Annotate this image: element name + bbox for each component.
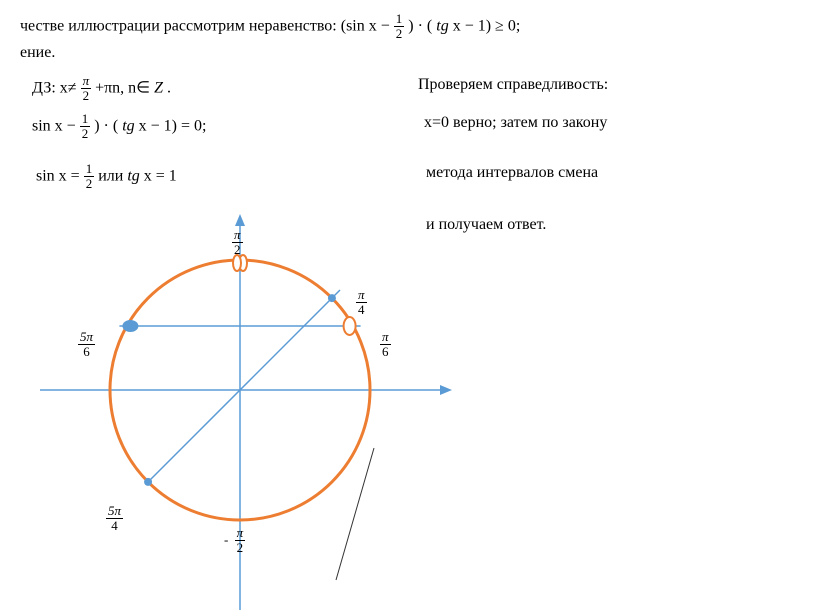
diagram-svg — [40, 210, 460, 610]
l5-tg: tg — [127, 167, 139, 184]
l4-tg: tg — [122, 117, 134, 134]
l3-mid: +πn, n∈ — [95, 79, 154, 96]
frac-half-2: 1 2 — [80, 112, 91, 142]
l3-prefix: ДЗ: x≠ — [32, 79, 81, 96]
frac-half-1: 1 2 — [394, 12, 405, 42]
label-pi4: π 4 — [356, 288, 367, 318]
text-line-5: sin x = 1 2 или tg x = 1 — [36, 162, 177, 192]
l3-z: Z — [154, 79, 163, 96]
l4-x: x − 1) = 0; — [139, 117, 207, 134]
unit-circle-diagram: π 2 π 4 π 6 5π 6 5π 4 - π 2 — [40, 210, 460, 615]
l3-dot: . — [167, 79, 171, 96]
text-line-3: ДЗ: x≠ π 2 +πn, n∈ Z . — [32, 74, 171, 104]
text-line-1: честве иллюстрации рассмотрим неравенств… — [20, 12, 520, 42]
l4-mid: ) · ( — [94, 117, 118, 134]
l1-prefix: честве иллюстрации рассмотрим неравенств… — [20, 17, 394, 34]
text-line-3-right: Проверяем справедливость: — [418, 76, 608, 94]
text-line-2: ение. — [20, 44, 55, 62]
text-line-4: sin x − 1 2 ) · ( tg x − 1) = 0; — [32, 112, 206, 142]
label-5pi4: 5π 4 — [106, 504, 123, 534]
l5-right: метода интервалов смена — [426, 164, 598, 181]
l1-suffix: ) · ( — [408, 17, 432, 34]
frac-half-3: 1 2 — [84, 162, 95, 192]
label-pi2-top: π 2 — [232, 228, 243, 258]
l4-prefix: sin x − — [32, 117, 80, 134]
minus-sign: - — [224, 532, 228, 547]
label-pi6: π 6 — [380, 330, 391, 360]
text-line-5-right: метода интервалов смена — [426, 164, 598, 182]
l2: ение. — [20, 44, 55, 61]
frac-pi2-inline: π 2 — [81, 74, 92, 104]
text-line-4-right: x=0 верно; затем по закону — [424, 114, 607, 132]
l5-or: или — [98, 167, 127, 184]
l4-right: x=0 верно; затем по закону — [424, 114, 607, 131]
label-minus-pi2: - π 2 — [224, 526, 245, 556]
l5-prefix: sin x = — [36, 167, 84, 184]
l3-right: Проверяем справедливость: — [418, 76, 608, 93]
label-5pi6: 5π 6 — [78, 330, 95, 360]
l1-x: x − 1) ≥ 0; — [453, 17, 521, 34]
l1-tg: tg — [436, 17, 448, 34]
l5-eq: x = 1 — [144, 167, 177, 184]
